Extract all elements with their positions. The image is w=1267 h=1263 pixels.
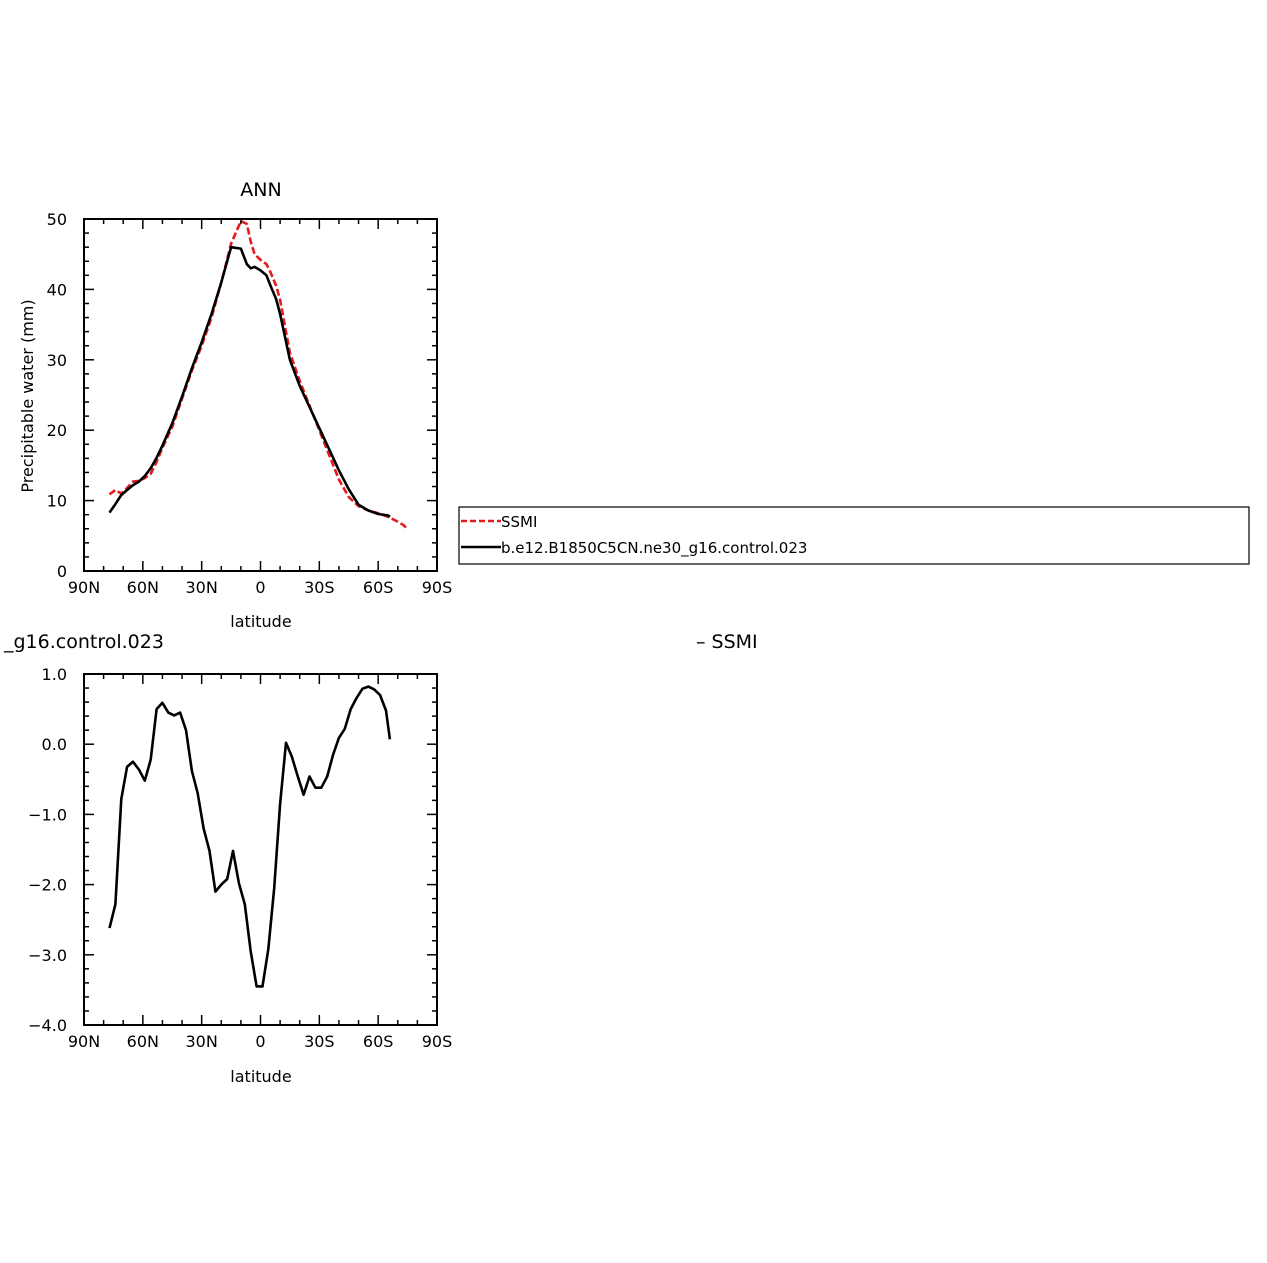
panel-top-x-tick-label: 30S (304, 578, 335, 597)
panel-bottom-plot-area: 90N 60N 30N 0 30S 60S 90S 1.0 0.0 −1.0 −2.0 −3.0 −4.… (28, 665, 453, 1051)
panel-top-x-tick-label: 90N (68, 578, 100, 597)
panel-top-y-tick-label: 50 (47, 210, 67, 229)
panel-top-x-tick-label: 60S (363, 578, 394, 597)
panel-top-x-tick-label: 30N (186, 578, 218, 597)
panel-top-x-tick-label: 60N (127, 578, 159, 597)
panel-bottom-y-tick-label: 0.0 (42, 735, 67, 754)
panel-top-plot-area: 90N 60N 30N 0 30S 60S 90S 0 10 20 30 40 50 (47, 210, 453, 597)
panel-bottom-title-right: – SSMI (696, 631, 758, 653)
panel-top: ANN 90N 60N 30N 0 30S 60S 90S 0 10 20 30 40 50 Preci… (18, 179, 452, 631)
panel-top-y-tick-label: 20 (47, 421, 67, 440)
legend-box (458, 506, 1250, 565)
panel-bottom-x-axis-label: latitude (230, 1067, 291, 1086)
panel-top-y-tick-label: 0 (57, 562, 67, 581)
panel-bottom-x-tick-label: 30N (186, 1032, 218, 1051)
panel-bottom-x-tick-label: 60N (127, 1032, 159, 1051)
panel-top-x-tick-label: 90S (422, 578, 453, 597)
panel-bottom: _g16.control.023 – SSMI 90N 60N 30N 0 30S 60S… (3, 631, 758, 1086)
panel-bottom-y-tick-label: −2.0 (28, 876, 67, 895)
panel-bottom-x-tick-label: 0 (255, 1032, 265, 1051)
panel-bottom-x-tick-label: 30S (304, 1032, 335, 1051)
panel-bottom-series-line-0 (108, 685, 392, 988)
panel-top-title: ANN (240, 179, 281, 201)
panel-bottom-title-left: _g16.control.023 (3, 631, 164, 653)
panel-top-y-tick-label: 40 (47, 280, 67, 299)
panel-top-series-line-0 (108, 219, 409, 531)
legend: SSMI b.e12.B1850C5CN.ne30_g16.control.02… (458, 506, 1250, 565)
panel-bottom-x-tick-label: 90N (68, 1032, 100, 1051)
panel-top-y-tick-label: 10 (47, 492, 67, 511)
panel-bottom-y-tick-label: −4.0 (28, 1016, 67, 1035)
panel-top-y-axis-label: Precipitable water (mm) (18, 299, 37, 492)
panel-top-y-tick-label: 30 (47, 351, 67, 370)
legend-label-model: b.e12.B1850C5CN.ne30_g16.control.023 (501, 539, 807, 558)
panel-top-series-line-1 (108, 245, 391, 518)
panel-bottom-x-tick-label: 90S (422, 1032, 453, 1051)
panel-top-x-axis-label: latitude (230, 612, 291, 631)
panel-top-x-tick-label: 0 (255, 578, 265, 597)
panel-bottom-y-tick-label: −3.0 (28, 946, 67, 965)
panel-bottom-y-tick-label: −1.0 (28, 805, 67, 824)
panel-bottom-y-tick-label: 1.0 (42, 665, 67, 684)
panel-bottom-x-tick-label: 60S (363, 1032, 394, 1051)
legend-label-ssmi: SSMI (501, 513, 537, 531)
